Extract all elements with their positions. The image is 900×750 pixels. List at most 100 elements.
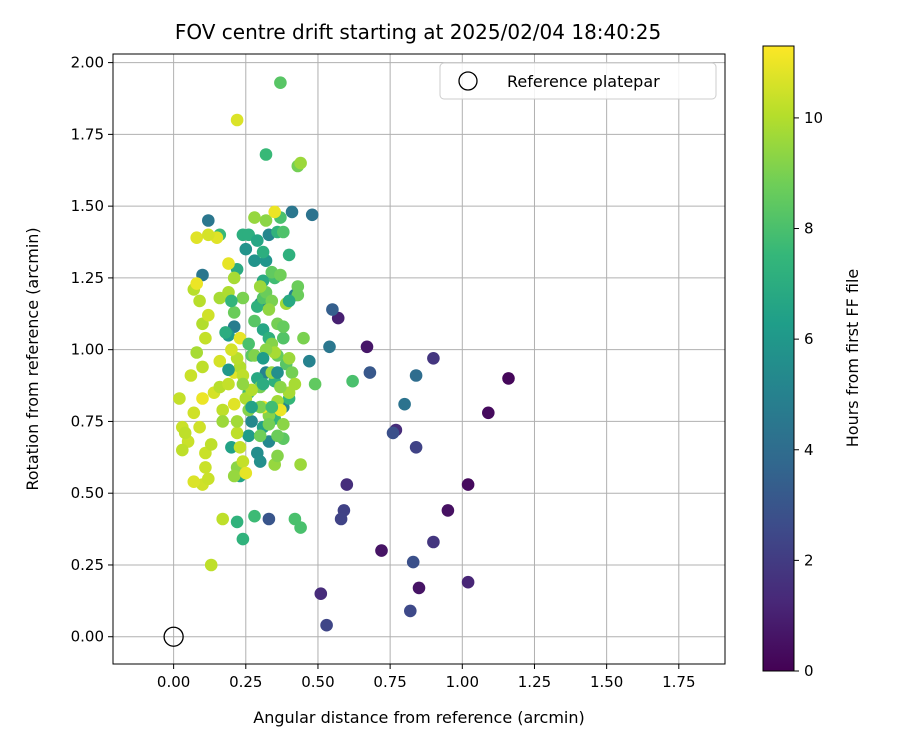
data-point <box>190 277 203 290</box>
data-point <box>294 156 307 170</box>
legend-box <box>439 62 717 100</box>
x-tick-label: 0.25 <box>229 673 262 691</box>
data-point <box>285 205 299 219</box>
colorbar-tick-label: 0 <box>804 662 814 680</box>
data-point <box>199 461 212 474</box>
data-point <box>190 231 203 244</box>
data-point <box>334 512 348 526</box>
data-point <box>271 449 284 463</box>
y-tick-label: 0.25 <box>71 556 104 574</box>
y-tick-label: 0.50 <box>71 484 104 502</box>
data-point <box>245 415 258 428</box>
data-point <box>222 257 235 270</box>
data-point <box>202 214 215 227</box>
data-point <box>268 205 282 219</box>
data-point <box>253 455 267 468</box>
data-point <box>187 475 201 489</box>
data-point <box>227 306 241 319</box>
data-point <box>202 472 215 486</box>
data-point <box>277 331 290 345</box>
data-point <box>375 544 388 557</box>
data-point <box>326 303 339 316</box>
data-point <box>308 377 322 391</box>
data-point <box>245 400 258 414</box>
data-point <box>190 346 203 359</box>
data-point <box>294 458 307 471</box>
x-axis-title: Angular distance from reference (arcmin) <box>253 708 584 727</box>
data-point <box>202 308 215 322</box>
data-point <box>225 294 238 308</box>
x-tick-label: 0.75 <box>373 673 406 691</box>
x-tick-label: 1.50 <box>590 673 623 691</box>
legend-marker-open-circle <box>458 71 478 91</box>
data-point <box>219 326 232 339</box>
colorbar-label: Hours from first FF file <box>843 269 862 448</box>
data-point <box>193 294 206 308</box>
data-point <box>274 380 287 394</box>
data-point <box>199 331 212 345</box>
data-point <box>386 426 400 440</box>
data-point <box>262 418 276 431</box>
y-tick-label: 1.50 <box>71 197 104 215</box>
data-point <box>202 228 215 242</box>
colorbar-tick-label: 6 <box>804 330 814 348</box>
y-tick-label: 0.00 <box>71 628 104 646</box>
data-point <box>248 211 261 224</box>
data-point <box>305 208 319 222</box>
data-point <box>297 331 310 345</box>
x-axis-ticks: 0.00 0.25 0.50 0.75 1.00 1.25 1.50 1.75 <box>157 664 696 691</box>
y-tick-label: 2.00 <box>71 54 104 72</box>
y-tick-label: 1.75 <box>71 125 104 143</box>
data-point <box>248 314 261 328</box>
data-point <box>256 245 270 259</box>
data-point <box>233 441 247 454</box>
data-point <box>248 509 261 523</box>
colorbar-tick-label: 8 <box>804 220 814 238</box>
data-point <box>277 418 290 431</box>
data-point <box>230 113 244 127</box>
data-point <box>256 352 270 365</box>
data-point <box>242 337 255 351</box>
data-point <box>274 268 287 282</box>
data-point <box>282 294 296 308</box>
data-point <box>227 397 241 411</box>
data-point <box>441 504 455 517</box>
y-tick-label: 0.75 <box>71 412 104 430</box>
data-point <box>271 366 284 379</box>
data-point <box>502 372 515 385</box>
data-point <box>285 366 299 379</box>
data-point <box>262 303 276 316</box>
data-point <box>187 406 201 420</box>
data-point <box>406 555 420 569</box>
data-point <box>196 360 209 374</box>
data-point <box>363 366 377 379</box>
data-point <box>274 76 287 89</box>
data-point <box>259 148 273 161</box>
x-tick-label: 0.50 <box>301 673 334 691</box>
data-point <box>409 369 423 382</box>
data-point <box>173 392 186 405</box>
data-point <box>236 291 250 305</box>
data-point <box>427 352 440 365</box>
y-tick-label: 1.00 <box>71 341 104 359</box>
y-tick-label: 1.25 <box>71 269 104 287</box>
scatter-points <box>173 76 515 632</box>
data-point <box>225 343 238 357</box>
data-point <box>204 558 218 572</box>
data-point <box>461 478 475 491</box>
data-point <box>184 369 198 382</box>
data-point <box>461 575 475 589</box>
data-point <box>314 587 328 600</box>
x-tick-label: 0.00 <box>157 673 190 691</box>
data-point <box>282 352 296 365</box>
data-point <box>204 438 218 451</box>
data-point <box>248 254 261 267</box>
data-point <box>216 415 229 428</box>
data-point <box>427 535 440 549</box>
data-point <box>259 214 273 227</box>
data-point <box>398 397 411 411</box>
data-point <box>230 426 244 440</box>
data-point <box>409 441 423 454</box>
data-point <box>222 363 235 377</box>
